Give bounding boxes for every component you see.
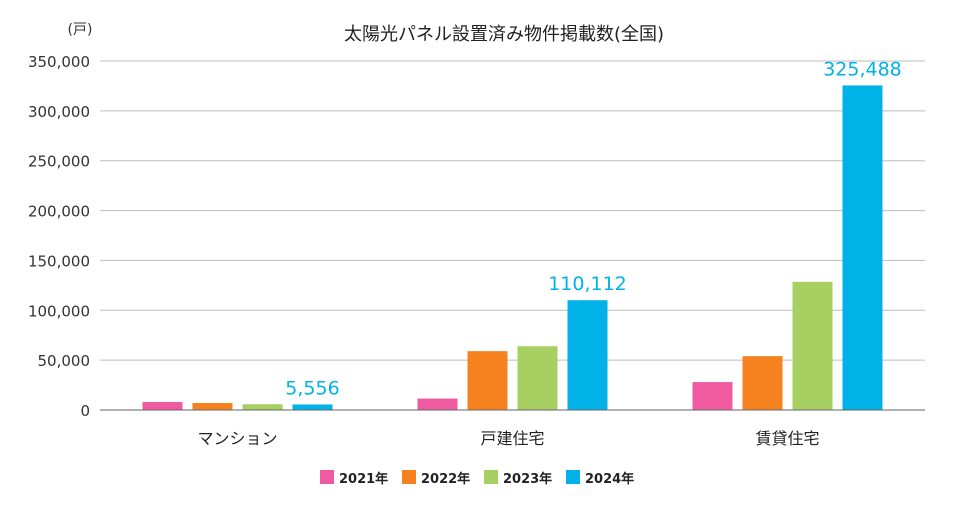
data-labels: 5,556 110,112 325,488 <box>285 58 901 399</box>
data-label: 110,112 <box>548 273 627 295</box>
bar-2024年-賃貸住宅 <box>842 85 883 411</box>
bar-2021年-マンション <box>142 402 183 410</box>
y-tick-label: 0 <box>80 402 90 420</box>
x-category-label: マンション <box>197 429 277 448</box>
chart-title: 太陽光パネル設置済み物件掲載数(全国) <box>344 24 664 45</box>
y-tick-label: 250,000 <box>28 153 90 171</box>
bars <box>142 85 883 411</box>
bar-2021年-戸建住宅 <box>417 398 458 410</box>
x-category-label: 賃貸住宅 <box>755 429 819 448</box>
bar-2022年-マンション <box>192 403 233 410</box>
y-axis-unit-label: (戸) <box>68 22 93 38</box>
bar-2023年-マンション <box>242 404 283 410</box>
legend: 2021年 2022年 2023年 2024年 <box>320 470 634 487</box>
bar-2021年-賃貸住宅 <box>692 382 733 410</box>
legend-label: 2024年 <box>585 471 634 487</box>
gridlines <box>100 60 925 361</box>
data-label: 325,488 <box>823 58 902 80</box>
bar-2022年-戸建住宅 <box>467 351 508 410</box>
legend-label: 2022年 <box>421 471 470 487</box>
bar-2022年-賃貸住宅 <box>742 356 783 410</box>
bar-2023年-賃貸住宅 <box>792 281 833 410</box>
legend-swatch <box>484 470 498 484</box>
y-tick-label: 100,000 <box>28 302 90 320</box>
y-tick-label: 300,000 <box>28 103 90 121</box>
legend-swatch <box>320 470 334 484</box>
legend-label: 2021年 <box>339 471 388 487</box>
y-tick-label: 50,000 <box>38 352 91 370</box>
legend-swatch <box>402 470 416 484</box>
y-tick-label: 150,000 <box>28 252 90 270</box>
data-label: 5,556 <box>285 377 339 399</box>
y-tick-label: 200,000 <box>28 203 90 221</box>
y-tick-label: 350,000 <box>28 53 90 71</box>
legend-label: 2023年 <box>503 471 552 487</box>
x-axis-category-labels: マンション 戸建住宅 賃貸住宅 <box>197 429 819 448</box>
x-category-label: 戸建住宅 <box>480 429 544 448</box>
legend-swatch <box>566 470 580 484</box>
bar-2024年-戸建住宅 <box>567 300 608 410</box>
bar-2023年-戸建住宅 <box>517 346 558 410</box>
bar-2024年-マンション <box>292 404 333 410</box>
y-axis-tick-labels: 0 50,000 100,000 150,000 200,000 250,000 300,0… <box>28 53 90 420</box>
